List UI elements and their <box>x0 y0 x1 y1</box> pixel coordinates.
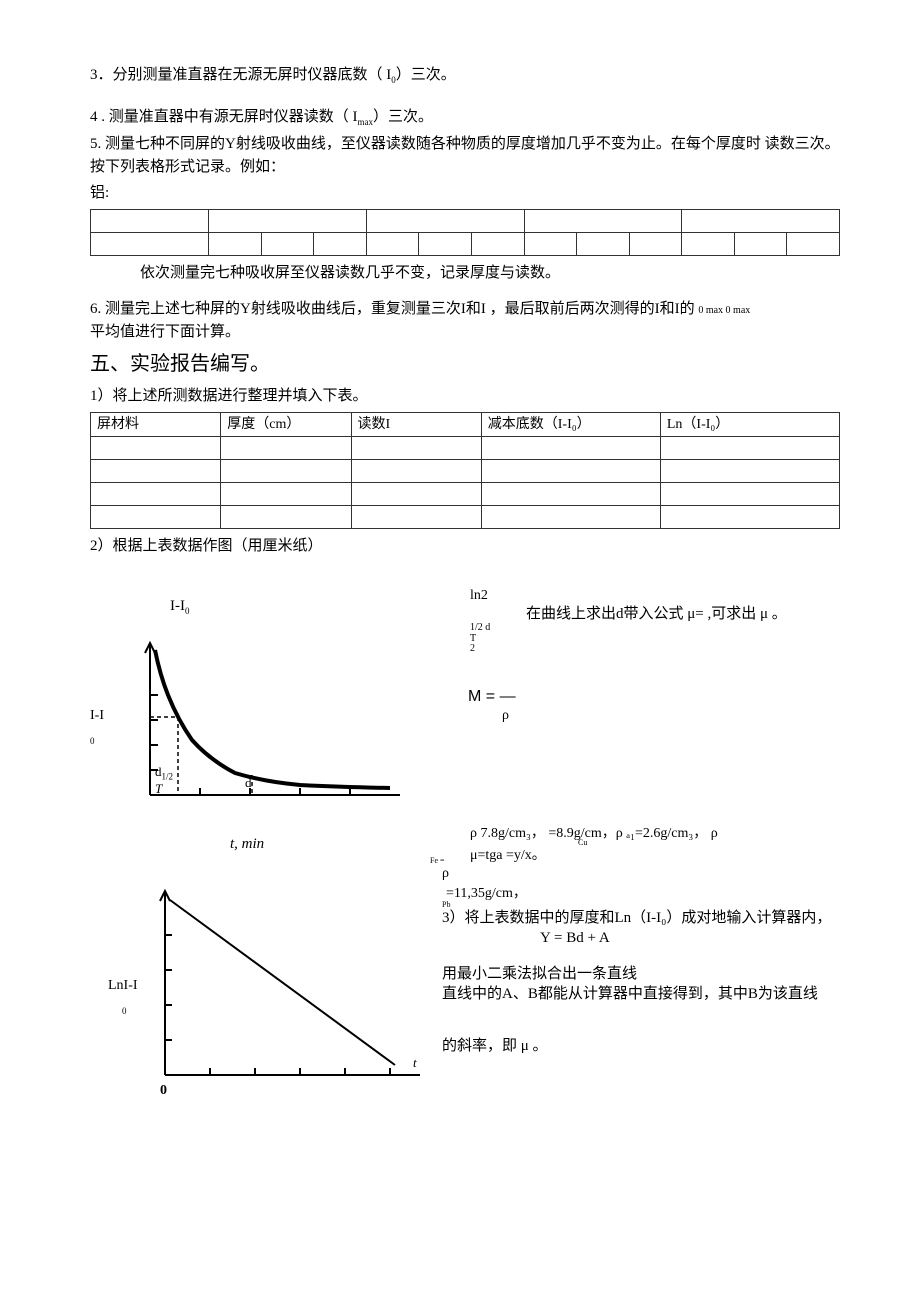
step-4-pre: 4 . 测量准直器中有源无屏时仪器读数（ I <box>90 109 358 125</box>
col-minus-bg: 减本底数（I-I₀） <box>481 412 660 436</box>
cell-empty <box>314 232 367 255</box>
d-half-sub: 1/2 <box>162 772 174 782</box>
decay-curve-chart <box>120 635 420 835</box>
d-label: d <box>245 773 252 793</box>
d-half-label: d1/2 T <box>155 765 173 797</box>
cell-thickness-label <box>91 209 209 232</box>
cell-empty <box>524 232 577 255</box>
linear-chart: t <box>140 885 430 1095</box>
step-5b: 依次测量完七种吸收屏至仪器读数几乎不变，记录厚度与读数。 <box>140 262 840 285</box>
step-5: 5. 测量七种不同屏的Y射线吸收曲线，至仪器读数随各种物质的厚度增加几乎不变为止… <box>90 133 840 178</box>
curve-top-label-text: I-I <box>170 598 185 614</box>
slope-text: 的斜率，即 μ 。 <box>442 1035 548 1058</box>
line-y-label-sub: 0 <box>122 1006 127 1016</box>
cell-8mm <box>524 209 682 232</box>
step-4-sub: max <box>358 117 374 127</box>
step-4-post: ）三次。 <box>373 109 433 125</box>
cell-3mm <box>366 209 524 232</box>
table-row <box>91 209 840 232</box>
table-row <box>91 232 840 255</box>
mu-tga: μ=tga =y/x。 <box>470 845 546 866</box>
line-y-label: LnI-I 0 <box>108 975 138 1018</box>
step-6-sub: 0 max 0 max <box>698 305 750 316</box>
cu-label: Cu <box>578 837 587 849</box>
cell-empty <box>366 232 419 255</box>
step-3-post: ）三次。 <box>396 67 456 83</box>
col-reading: 读数I <box>351 412 481 436</box>
cell-empty <box>682 232 735 255</box>
col-thickness: 厚度（cm） <box>221 412 351 436</box>
step-6-pre: 6. 测量完上述七种屏的Y射线吸收曲线后，重复测量三次I和I ，最后取前后两次测… <box>90 301 698 317</box>
section-5-2: 2）根据上表数据作图（用厘米纸） <box>90 535 840 558</box>
section-5-title: 五、实验报告编写。 <box>90 349 840 379</box>
curve-top-label-sub: 0 <box>185 606 190 616</box>
thickness-table <box>90 209 840 256</box>
section-5-1: 1）将上述所测数据进行整理并填入下表。 <box>90 385 840 408</box>
cell-empty <box>787 232 840 255</box>
col-ln: Ln（I-I₀） <box>660 412 839 436</box>
cell-empty <box>629 232 682 255</box>
fe-label: Fe = <box>430 855 445 867</box>
curve-y-label: I-I 0 <box>90 705 104 748</box>
cell-empty <box>209 232 262 255</box>
cell-reading-label <box>91 232 209 255</box>
table-row <box>91 459 840 482</box>
cell-1mm <box>209 209 367 232</box>
cell-empty <box>472 232 525 255</box>
aluminum-label: 铝: <box>90 182 840 205</box>
table-row <box>91 482 840 505</box>
M-rho: ρ <box>502 705 509 726</box>
step-6-post: 平均值进行下面计算。 <box>90 321 840 344</box>
step-3-pre: 3．分别测量准直器在无源无屏时仪器底数（ I <box>90 67 391 83</box>
curve-top-label: I-I0 <box>170 595 190 619</box>
ln2-label: ln2 <box>470 585 488 606</box>
table-row <box>91 505 840 528</box>
linear-chart-svg: t <box>140 885 430 1095</box>
data-table: 屏材料 厚度（cm） 读数I 减本底数（I-I₀） Ln（I-I₀） <box>90 412 840 529</box>
cell-empty <box>734 232 787 255</box>
section-5-3: 3）将上表数据中的厚度和Ln（I-I₀）成对地输入计算器内， <box>442 907 831 930</box>
step-4: 4 . 测量准直器中有源无屏时仪器读数（ Imax）三次。 <box>90 106 840 130</box>
origin-label: 0 <box>160 1080 167 1101</box>
col-material: 屏材料 <box>91 412 221 436</box>
cell-empty <box>419 232 472 255</box>
d-half-T: T <box>155 781 162 796</box>
svg-text:t: t <box>413 1055 417 1070</box>
cell-nmm <box>682 209 840 232</box>
curve-x-label: t, min <box>230 833 264 856</box>
ab-text: 直线中的A、B都能从计算器中直接得到，其中B为该直线 <box>442 983 818 1006</box>
two-label: 2 <box>470 641 475 656</box>
decay-curve-svg <box>120 635 420 835</box>
step-3: 3．分别测量准直器在无源无屏时仪器底数（ I0）三次。 <box>90 64 840 88</box>
line-y-label-text: LnI-I <box>108 978 138 993</box>
figure-area: I-I0 I-I0 <box>90 565 840 1185</box>
curve-y-label-text: I-I <box>90 708 104 723</box>
table-row: 屏材料 厚度（cm） 读数I 减本底数（I-I₀） Ln（I-I₀） <box>91 412 840 436</box>
cell-empty <box>577 232 630 255</box>
curve-y-label-sub: 0 <box>90 736 95 746</box>
mu-formula-text: 在曲线上求出d带入公式 μ= ,可求出 μ 。 <box>526 603 787 626</box>
step-6: 6. 测量完上述七种屏的Y射线吸收曲线后，重复测量三次I和I ，最后取前后两次测… <box>90 298 840 321</box>
equation-y: Y = Bd + A <box>540 927 610 950</box>
pb-value: =11,35g/cm， <box>446 883 527 904</box>
rho-values: ρ 7.8g/cm₃， =8.9g/cm，ρ ₐ₁=2.6g/cm₃， ρ <box>470 823 718 844</box>
table-row <box>91 436 840 459</box>
cell-empty <box>261 232 314 255</box>
